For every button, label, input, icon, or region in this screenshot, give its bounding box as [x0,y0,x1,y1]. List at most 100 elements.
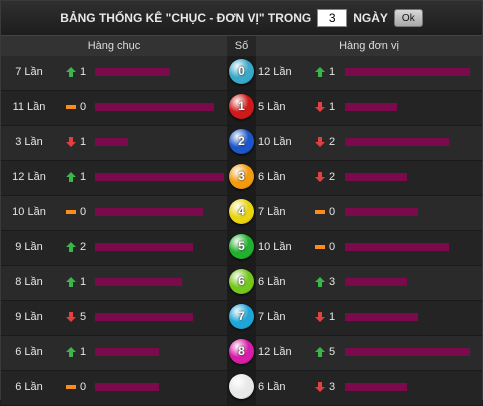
days-input[interactable] [317,9,348,27]
dash-icon [66,382,76,392]
units-delta: 3 [329,381,336,393]
header-units: Hàng đơn vị [339,40,399,52]
tens-bar [95,68,170,76]
table-row: 9 Lần 2 10 Lần 0 5 [1,231,482,266]
tens-bar [95,348,159,356]
tens-delta: 1 [80,276,87,288]
arrow-up-icon [66,347,76,357]
units-delta: 1 [329,66,336,78]
dash-icon [315,207,325,217]
units-count: 5 Lần [258,101,286,113]
digit-cell: 7 [227,301,256,335]
header-digit: Số [227,36,256,56]
table-header: Hàng chục Số Hàng đơn vị [1,35,482,57]
units-delta: 0 [329,241,336,253]
units-bar [345,103,397,111]
digit-cell: 6 [227,266,256,300]
units-bar [345,383,407,391]
arrow-up-icon [66,67,76,77]
arrow-up-icon [315,277,325,287]
arrow-down-icon [315,102,325,112]
tens-bar [95,243,193,251]
tens-count: 3 Lần [15,136,43,148]
units-count: 7 Lần [258,206,286,218]
arrow-up-icon [315,67,325,77]
units-bar [345,348,470,356]
table-row: 6 Lần 0 6 Lần 3 [1,371,482,406]
tens-bar [95,278,182,286]
tens-delta: 5 [80,311,87,323]
table-row: 6 Lần 1 12 Lần 5 8 [1,336,482,371]
digit-cell: 2 [227,126,256,160]
tens-delta: 1 [80,136,87,148]
tens-count: 6 Lần [15,346,43,358]
stats-rows: 7 Lần 1 12 Lần 1 0 11 Lần 0 5 Lần 1 1 3 Lần 1 10 Lần… [1,56,482,406]
tens-delta: 0 [80,206,87,218]
arrow-down-icon [66,312,76,322]
arrow-up-icon [66,277,76,287]
table-row: 3 Lần 1 10 Lần 2 2 [1,126,482,161]
tens-bar [95,103,214,111]
units-delta: 0 [329,206,336,218]
tens-count: 12 Lần [12,171,46,183]
tens-bar [95,313,193,321]
digit-ball: 2 [229,129,254,154]
tens-count: 10 Lần [12,206,46,218]
tens-count: 9 Lần [15,311,43,323]
tens-delta: 1 [80,66,87,78]
units-count: 10 Lần [258,136,292,148]
units-delta: 5 [329,346,336,358]
dash-icon [315,242,325,252]
tens-count: 9 Lần [15,241,43,253]
tens-count: 8 Lần [15,276,43,288]
units-count: 10 Lần [258,241,292,253]
tens-delta: 0 [80,101,87,113]
units-delta: 2 [329,171,336,183]
units-delta: 3 [329,276,336,288]
tens-count: 11 Lần [12,101,46,113]
arrow-up-icon [315,347,325,357]
units-delta: 1 [329,311,336,323]
tens-delta: 1 [80,346,87,358]
units-delta: 1 [329,101,336,113]
units-count: 7 Lần [258,311,286,323]
arrow-up-icon [66,242,76,252]
digit-cell: 3 [227,161,256,195]
units-delta: 2 [329,136,336,148]
table-row: 12 Lần 1 6 Lần 2 3 [1,161,482,196]
digit-cell: 5 [227,231,256,265]
digit-cell: 1 [227,91,256,125]
tens-delta: 0 [80,381,87,393]
digit-cell: 4 [227,196,256,230]
digit-ball: 3 [229,164,254,189]
units-count: 6 Lần [258,381,286,393]
tens-bar [95,138,128,146]
digit-ball: 1 [229,94,254,119]
tens-bar [95,173,224,181]
table-row: 9 Lần 5 7 Lần 1 7 [1,301,482,336]
units-bar [345,68,470,76]
title-suffix: NGÀY [353,11,388,25]
ok-button[interactable]: Ok [393,9,423,27]
units-count: 12 Lần [258,346,292,358]
units-bar [345,138,449,146]
digit-ball [229,374,254,399]
digit-ball: 4 [229,199,254,224]
arrow-up-icon [66,172,76,182]
dash-icon [66,102,76,112]
arrow-down-icon [315,137,325,147]
arrow-down-icon [315,312,325,322]
tens-bar [95,208,203,216]
digit-ball: 5 [229,234,254,259]
digit-ball: 8 [229,339,254,364]
arrow-down-icon [66,137,76,147]
units-bar [345,173,407,181]
tens-bar [95,383,159,391]
title-prefix: BẢNG THỐNG KÊ "CHỤC - ĐƠN VỊ" TRONG [60,11,312,25]
digit-ball: 6 [229,269,254,294]
digit-cell [227,371,256,405]
table-row: 7 Lần 1 12 Lần 1 0 [1,56,482,91]
units-bar [345,243,449,251]
units-bar [345,313,418,321]
